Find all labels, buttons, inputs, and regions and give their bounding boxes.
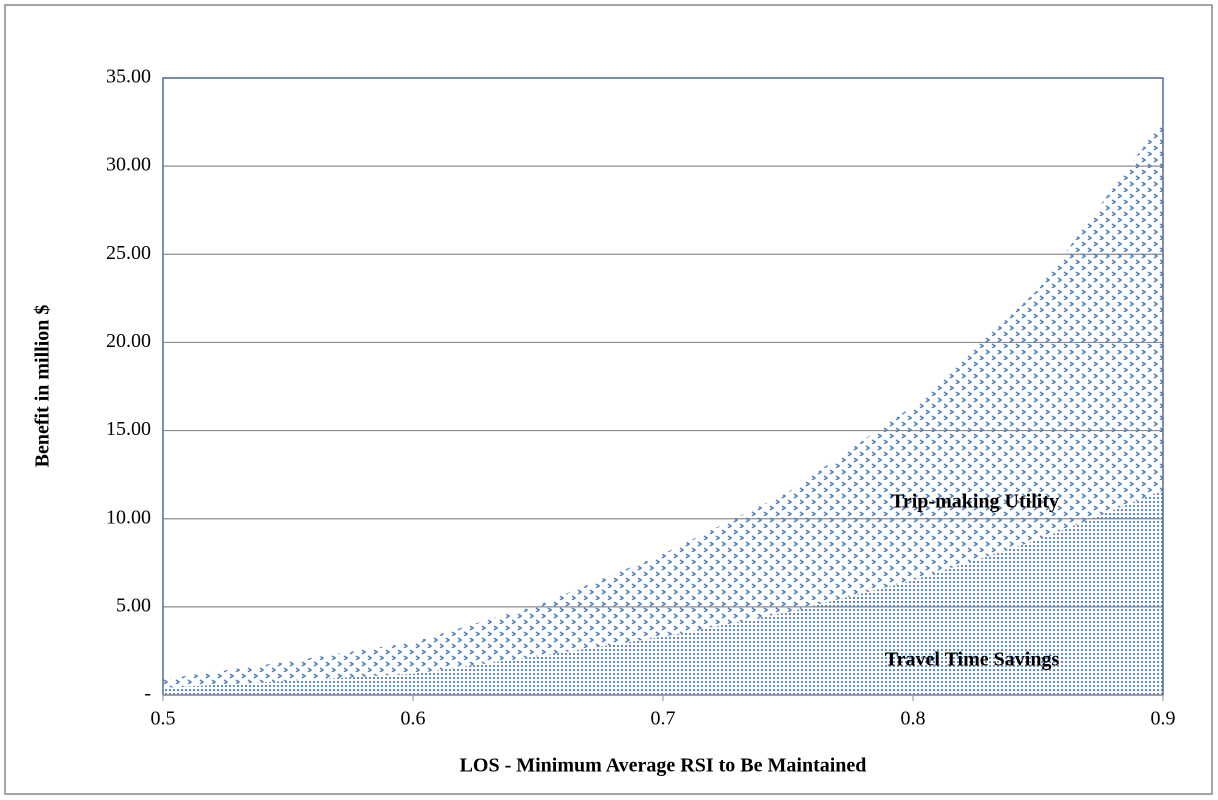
y-tick-label: 5.00 [116,594,151,616]
x-tick-label: 0.5 [151,708,176,730]
y-tick-label: 25.00 [106,242,151,264]
y-tick-label: 10.00 [106,506,151,528]
y-axis-label: Benefit in million $ [32,305,54,468]
x-axis-label: LOS - Minimum Average RSI to Be Maintain… [460,755,867,777]
y-tick-label: 15.00 [106,418,151,440]
area [163,120,1163,688]
y-tick-label: - [144,683,151,705]
x-tick-label: 0.9 [1151,708,1176,730]
y-tick-label: 35.00 [106,66,151,88]
series-label: Trip-making Utility [891,491,1059,513]
x-tick-label: 0.6 [401,708,426,730]
plot-border [162,77,1164,695]
y-tick-label: 20.00 [106,330,151,352]
series-label: Travel Time Savings [885,649,1060,671]
y-tick-label: 30.00 [106,154,151,176]
area [163,490,1163,695]
x-tick-label: 0.7 [651,708,676,730]
x-tick-label: 0.8 [901,708,926,730]
